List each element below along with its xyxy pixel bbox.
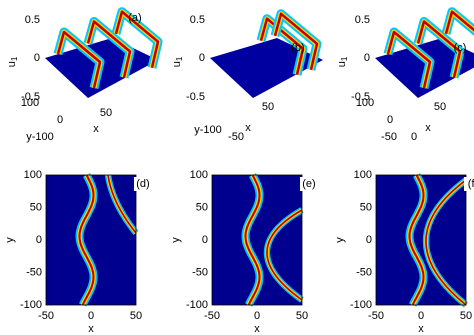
z-axis-label: u1: [171, 56, 184, 67]
x-tick-label: 50: [434, 101, 446, 113]
y-tick-label: -50: [356, 266, 372, 278]
ridge: [56, 30, 102, 89]
soliton-track: [408, 174, 425, 306]
x-axis-label: x: [425, 122, 431, 134]
surface-floor: [210, 38, 323, 98]
y-tick-label: 50: [30, 201, 42, 213]
y-tick-label: -100: [186, 299, 208, 311]
ridge: [386, 30, 432, 89]
z-axis-label: u1: [336, 56, 349, 67]
ridge: [259, 17, 305, 75]
plot-frame: [211, 174, 303, 306]
y-tick-label: -100: [20, 299, 42, 311]
y-tick-label: y-100: [194, 124, 222, 136]
x-tick-label: -50: [368, 310, 384, 322]
x-tick-label: -50: [228, 131, 244, 143]
panel-label: (d): [136, 178, 149, 190]
y-tick-label: -100: [350, 299, 372, 311]
ridge: [416, 20, 462, 78]
soliton-track: [78, 174, 95, 306]
x-tick-label: 50: [296, 310, 308, 322]
y-tick-label: 0: [36, 234, 42, 246]
soliton-track: [244, 174, 261, 306]
panel-label: (e): [302, 178, 315, 190]
plot-frame: [375, 174, 467, 306]
ridge: [86, 20, 132, 78]
panel-label-bg: [300, 177, 318, 191]
z-axis-label-sub: 1: [10, 56, 19, 61]
z-axis-label-sub: 1: [175, 56, 184, 61]
z-tick-label: -0.5: [21, 91, 40, 103]
x-axis-label: x: [93, 123, 99, 135]
z-tick-label: 0: [34, 52, 40, 64]
z-tick-label: 0.5: [190, 14, 205, 26]
panel-label: (c): [454, 42, 467, 54]
z-axis-label-sub: 1: [340, 56, 349, 61]
x-tick-label: 0: [418, 310, 424, 322]
soliton-arc: [266, 209, 303, 301]
x-tick-label: 0: [254, 310, 260, 322]
panel-label: (b): [291, 42, 304, 54]
y-tick-label: 0: [387, 114, 393, 126]
x-tick-label: 50: [130, 310, 142, 322]
x-tick-label: 50: [262, 101, 274, 113]
y-tick-label: 100: [356, 97, 374, 109]
x-tick-label: 0: [88, 310, 94, 322]
y-tick-label: 100: [24, 169, 42, 181]
x-tick-label: -50: [38, 310, 54, 322]
y-tick-label: 100: [354, 169, 372, 181]
x-axis-label: x: [245, 122, 251, 134]
y-axis-label: y: [4, 237, 16, 243]
y-tick-label: 100: [190, 169, 208, 181]
x-tick-label: 50: [100, 107, 112, 119]
y-tick-label: -50: [26, 266, 42, 278]
z-tick-label: 0.5: [25, 14, 40, 26]
y-tick-label: 0: [57, 114, 63, 126]
plot-frame: [45, 174, 137, 306]
x-tick-label: -50: [204, 310, 220, 322]
ridge: [114, 10, 160, 68]
z-axis-label: u1: [6, 56, 19, 67]
x-tick-label: 50: [460, 310, 472, 322]
soliton-arc: [107, 174, 137, 234]
x-axis-label: x: [88, 323, 94, 335]
x-tick-label: 0: [411, 131, 417, 143]
ridge: [273, 12, 319, 71]
y-tick-label: 0: [202, 234, 208, 246]
ridge: [444, 10, 474, 35]
panel-label: (a): [128, 12, 141, 24]
z-tick-label: 0.5: [355, 14, 370, 26]
y-tick-label: 0: [366, 234, 372, 246]
x-axis-label: x: [418, 323, 424, 335]
z-tick-label: 0: [364, 52, 370, 64]
panel-label: (f): [468, 178, 474, 190]
y-axis-label: y: [334, 237, 346, 243]
soliton-arc: [425, 179, 467, 306]
panel-label-bg: [134, 177, 152, 191]
x-tick-label: -50: [381, 131, 397, 143]
z-tick-label: -0.5: [351, 91, 370, 103]
y-axis-label: y: [170, 237, 182, 243]
x-axis-label: x: [254, 323, 260, 335]
y-tick-label: 50: [360, 201, 372, 213]
y-tick-label: 100: [21, 97, 39, 109]
panel-label-bg: [464, 177, 474, 191]
y-tick-label: y-100: [26, 131, 54, 143]
z-tick-label: -0.5: [186, 91, 205, 103]
y-tick-label: 50: [196, 201, 208, 213]
y-tick-label: -50: [192, 266, 208, 278]
z-tick-label: 0: [199, 52, 205, 64]
